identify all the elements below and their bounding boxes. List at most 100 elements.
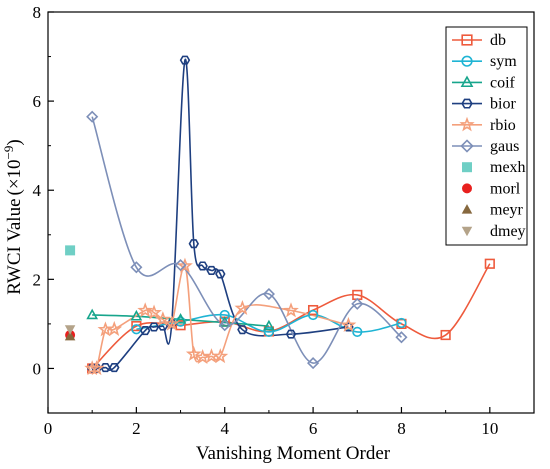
- y-axis-title-close: ): [4, 139, 25, 145]
- y-axis-title: RWCI Value (×10−9): [1, 139, 25, 294]
- marker-db: [307, 304, 319, 316]
- marker-sym: [396, 317, 407, 329]
- series-line-bior: [92, 58, 349, 372]
- legend-marker-meyr: [461, 204, 473, 214]
- marker-rbio: [146, 304, 162, 320]
- marker-bior: [237, 325, 248, 335]
- x-axis-title: Vanishing Moment Order: [196, 443, 391, 464]
- marker-gaus: [307, 357, 320, 370]
- marker-gaus: [130, 261, 143, 274]
- legend: db sym coif bior rbio gaus mexh morl meyr dmey: [445, 26, 528, 246]
- legend-label: dmey: [490, 223, 526, 240]
- marker-coif: [130, 309, 143, 321]
- marker-db: [131, 321, 142, 332]
- marker-rbio: [154, 311, 171, 327]
- legend-marker-bior: [461, 98, 473, 109]
- plot-frame: [47, 11, 535, 414]
- y-tick-label: 8: [33, 3, 42, 22]
- legend-label: mexh: [490, 159, 526, 176]
- legend-entry: morl: [462, 180, 521, 197]
- marker-rbio: [283, 302, 299, 318]
- x-tick-label: 10: [481, 419, 498, 438]
- marker-rbio: [340, 316, 357, 332]
- marker-meyr: [64, 330, 76, 341]
- legend-box: [445, 26, 528, 246]
- marker-db: [175, 320, 186, 331]
- marker-bior: [139, 326, 151, 336]
- marker-gaus: [86, 110, 99, 123]
- marker-rbio: [185, 345, 202, 361]
- marker-gaus: [174, 258, 187, 272]
- marker-rbio: [106, 320, 123, 336]
- y-axis-title-unit: (×10: [4, 159, 25, 195]
- legend-entry: sym: [452, 53, 517, 70]
- marker-bior: [179, 55, 191, 65]
- x-tick-label: 4: [220, 419, 229, 438]
- y-axis-title-exponent: −9: [1, 146, 16, 160]
- x-tick-label: 8: [397, 419, 406, 438]
- axis-ticks: 0 2 4 6 8 10 0 2 4 6 8: [33, 3, 499, 438]
- marker-mexh: [65, 245, 76, 256]
- y-tick-label: 0: [33, 359, 42, 378]
- series-line-coif: [92, 314, 269, 327]
- legend-marker-dmey: [461, 226, 473, 237]
- marker-gaus: [262, 287, 275, 301]
- marker-gaus: [218, 319, 231, 332]
- y-tick-label: 4: [33, 181, 42, 200]
- legend-label: coif: [490, 74, 516, 91]
- legend-marker-sym: [461, 55, 473, 67]
- plot-border: [47, 11, 535, 414]
- marker-coif: [263, 319, 275, 331]
- x-tick-label: 6: [309, 419, 318, 438]
- legend-label: sym: [490, 53, 517, 70]
- legend-marker-db: [461, 34, 473, 46]
- marker-bior: [157, 321, 169, 331]
- marker-bior: [188, 239, 200, 249]
- legend-entry: coif: [452, 74, 516, 91]
- legend-entry: dmey: [461, 223, 526, 240]
- marker-gaus: [351, 297, 364, 310]
- marker-rbio: [163, 315, 180, 331]
- marker-rbio: [234, 299, 251, 316]
- marker-rbio: [88, 360, 105, 376]
- marker-bior: [109, 363, 120, 373]
- legend-marker-morl: [462, 183, 472, 194]
- legend-label: morl: [490, 180, 521, 197]
- marker-rbio: [84, 360, 101, 376]
- legend-entry: mexh: [462, 159, 526, 176]
- marker-coif: [86, 308, 99, 320]
- legend-label: meyr: [490, 202, 524, 219]
- marker-coif: [174, 313, 187, 324]
- y-tick-label: 6: [33, 92, 42, 111]
- marker-bior: [285, 329, 297, 339]
- legend-entry: rbio: [452, 116, 516, 134]
- legend-marker-mexh: [462, 162, 472, 173]
- marker-bior: [215, 269, 226, 279]
- legend-entry: gaus: [452, 138, 519, 155]
- marker-gaus: [395, 331, 408, 344]
- y-axis-title-main: RWCI Value: [4, 198, 25, 294]
- x-tick-label: 0: [44, 419, 53, 438]
- legend-marker-coif: [460, 75, 474, 88]
- marker-sym: [352, 326, 363, 338]
- x-tick-label: 2: [132, 419, 141, 438]
- marker-db: [484, 258, 495, 269]
- y-tick-label: 2: [33, 270, 42, 289]
- series-markers: [64, 55, 495, 376]
- legend-label: bior: [490, 96, 516, 113]
- marker-sym: [263, 326, 275, 338]
- marker-bior: [148, 322, 160, 332]
- legend-entry: bior: [452, 96, 516, 113]
- series-line-gaus: [91, 116, 402, 364]
- legend-label: rbio: [490, 117, 516, 134]
- marker-sym: [307, 309, 319, 321]
- marker-rbio: [177, 257, 193, 273]
- legend-label: db: [490, 32, 506, 49]
- marker-rbio: [137, 302, 154, 318]
- legend-marker-rbio: [459, 116, 475, 132]
- legend-entry: db: [452, 32, 506, 49]
- legend-label: gaus: [490, 138, 519, 155]
- marker-bior: [206, 265, 217, 275]
